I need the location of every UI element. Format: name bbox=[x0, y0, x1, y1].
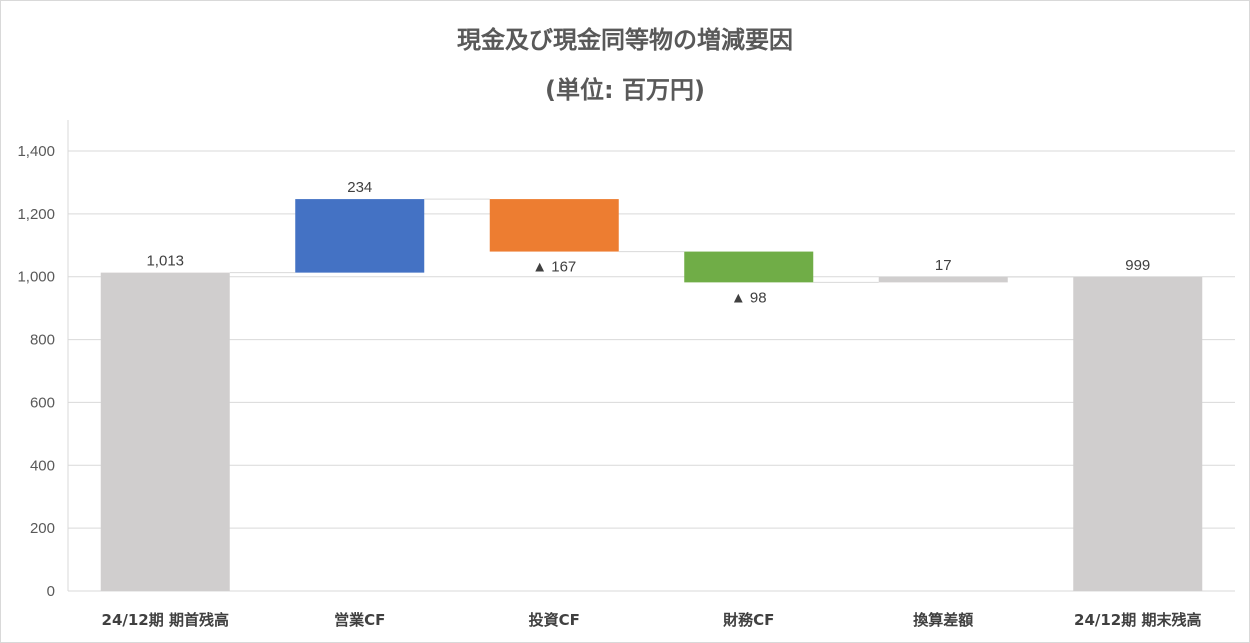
bars bbox=[100, 199, 1203, 591]
x-category-label: 投資CF bbox=[529, 611, 580, 629]
bar bbox=[878, 277, 1008, 283]
connector-lines bbox=[229, 198, 1074, 283]
data-label: 234 bbox=[347, 179, 372, 196]
y-tick-label: 1,000 bbox=[17, 269, 55, 286]
data-label: ▲ 167 bbox=[532, 259, 576, 276]
y-tick-label: 200 bbox=[30, 520, 55, 537]
bar bbox=[489, 199, 619, 252]
bar bbox=[295, 199, 425, 273]
bar bbox=[1073, 277, 1203, 591]
y-tick-label: 600 bbox=[30, 394, 55, 411]
data-label: 17 bbox=[935, 257, 952, 274]
y-tick-label: 0 bbox=[47, 583, 55, 600]
y-axis: 0 200 400 600 800 1,000 1,200 1,400 bbox=[17, 120, 1235, 600]
y-tick-label: 1,400 bbox=[17, 143, 55, 160]
data-label: 999 bbox=[1125, 257, 1150, 274]
x-category-label: 換算差額 bbox=[913, 611, 973, 629]
y-tick-label: 400 bbox=[30, 457, 55, 474]
x-category-label: 営業CF bbox=[334, 611, 385, 629]
bar bbox=[684, 251, 814, 283]
y-tick-label: 800 bbox=[30, 332, 55, 349]
data-labels: 1,013 234 ▲ 167 ▲ 98 17 999 bbox=[146, 179, 1150, 306]
chart-subtitle: (単位: 百万円) bbox=[545, 76, 705, 104]
x-category-label: 財務CF bbox=[722, 611, 774, 629]
x-category-label: 24/12期 期首残高 bbox=[102, 611, 229, 629]
x-category-label: 24/12期 期末残高 bbox=[1074, 611, 1201, 629]
chart-title: 現金及び現金同等物の増減要因 bbox=[457, 26, 793, 54]
bar bbox=[100, 272, 230, 591]
x-axis: 24/12期 期首残高 営業CF 投資CF 財務CF 換算差額 24/12期 期末残高 bbox=[102, 611, 1202, 629]
data-label: ▲ 98 bbox=[731, 289, 767, 306]
y-tick-label: 1,200 bbox=[17, 206, 55, 223]
data-label: 1,013 bbox=[146, 253, 184, 270]
gridlines bbox=[68, 150, 1235, 529]
